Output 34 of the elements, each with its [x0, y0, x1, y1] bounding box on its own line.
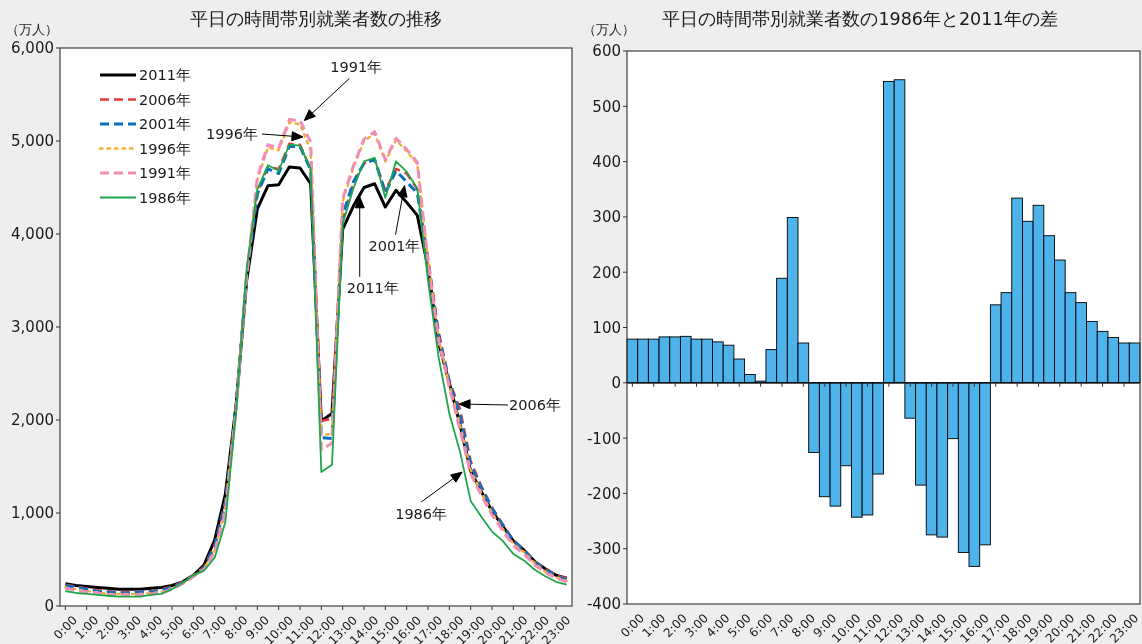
annotation: 2011年	[346, 280, 399, 297]
y-tick-label: 1,000	[11, 504, 54, 523]
y-tick-label: 2,000	[11, 411, 54, 430]
y-tick-label: 5,000	[11, 132, 54, 151]
legend-label: 2011年	[139, 67, 191, 84]
annotation: 1986年	[395, 506, 448, 523]
legend-label: 1991年	[139, 165, 191, 182]
y-axis-title: （万人）	[6, 22, 58, 37]
y-tick-label: 4,000	[11, 225, 54, 244]
y-tick-label: 3,000	[11, 318, 54, 337]
y-tick-label: 0	[44, 597, 54, 616]
annotation: 2001年	[368, 237, 421, 254]
chart-title: 平日の時間帯別就業者数の推移	[190, 9, 442, 29]
legend-label: 1996年	[139, 140, 191, 157]
y-tick-label: 0	[611, 374, 621, 393]
y-tick-label: 200	[592, 263, 621, 282]
y-tick-label: 300	[592, 208, 621, 227]
y-tick-label: 6,000	[11, 39, 54, 58]
y-tick-label: -400	[586, 595, 621, 614]
y-tick-label: -100	[586, 429, 621, 448]
legend-label: 2001年	[139, 116, 191, 133]
y-tick-label: 400	[592, 153, 621, 171]
y-axis-title: （万人）	[583, 22, 635, 37]
y-tick-label: 600	[592, 42, 621, 61]
annotation: 2006年	[509, 397, 561, 414]
y-tick-label: -300	[586, 540, 621, 559]
y-tick-label: 500	[592, 97, 621, 116]
y-tick-label: 100	[592, 318, 621, 337]
legend-label: 1986年	[139, 189, 191, 206]
annotation: 1996年	[206, 126, 258, 143]
legend-label: 2006年	[139, 91, 191, 108]
chart-title: 平日の時間帯別就業者数の1986年と2011年の差	[662, 9, 1058, 29]
annotation: 1991年	[330, 58, 383, 75]
y-tick-label: -200	[586, 484, 621, 503]
